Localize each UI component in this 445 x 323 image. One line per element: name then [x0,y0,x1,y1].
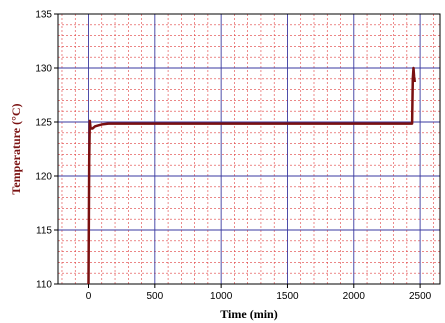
x-tick-label: 2500 [409,291,432,302]
x-tick-label: 500 [146,291,163,302]
x-tick-label: 1500 [276,291,299,302]
y-axis-ticks: 110 115 120 125 130 135 [35,10,58,291]
minor-grid [58,14,440,284]
x-tick-label: 2000 [343,291,366,302]
y-tick-label: 130 [35,64,52,75]
x-axis-label: Time (min) [220,307,277,321]
plot-frame [57,13,441,285]
y-tick-label: 135 [35,10,52,21]
y-axis-label: Temperature (°C) [9,103,23,194]
y-tick-label: 125 [35,118,52,129]
series-line [87,66,417,285]
x-tick-label: 1000 [210,291,233,302]
x-tick-label: 0 [86,291,92,302]
y-tick-label: 110 [36,280,52,291]
x-axis-ticks: 0 500 1000 1500 2000 2500 [86,284,432,302]
y-tick-label: 120 [35,172,52,183]
y-tick-label: 115 [36,226,52,237]
